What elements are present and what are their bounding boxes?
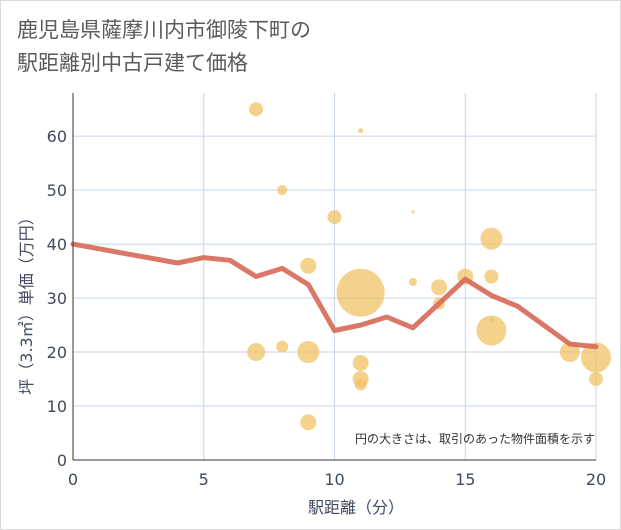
bubble-point-0: [249, 102, 264, 117]
bubble-point-23: [581, 342, 611, 373]
bubble-point-14: [408, 277, 417, 286]
average-price-line: [70, 241, 599, 350]
bubble-point-18: [480, 227, 503, 250]
bubble-point-15: [431, 279, 448, 296]
x-tick-label-20: 20: [586, 470, 606, 489]
y-tick-label-20: 20: [47, 343, 67, 362]
axes: [72, 93, 596, 461]
chart-title-line-2: 駅距離別中古戸建て価格: [17, 51, 248, 75]
grid-lines: [73, 93, 597, 460]
x-tick-label-10: 10: [324, 470, 344, 489]
bubble-series: [247, 102, 611, 431]
y-tick-label-0: 0: [57, 451, 67, 470]
y-tick-label-10: 10: [47, 397, 67, 416]
bubble-point-7: [327, 210, 342, 225]
average-line-series: [70, 241, 599, 350]
y-tick-label-30: 30: [47, 289, 67, 308]
bubble-point-4: [300, 257, 317, 274]
bubble-point-9: [336, 268, 385, 317]
chart-title: 鹿児島県薩摩川内市御陵下町の 駅距離別中古戸建て価格: [17, 14, 577, 80]
chart-title-line-1: 鹿児島県薩摩川内市御陵下町の: [17, 18, 311, 42]
y-tick-label-40: 40: [47, 235, 67, 254]
x-axis-label: 駅距離（分）: [308, 498, 404, 517]
bubble-point-8: [358, 128, 364, 134]
x-tick-label-0: 0: [68, 470, 78, 489]
tick-labels: 0 5 10 15 20 0 10 20 30 40 50 60: [47, 127, 607, 489]
y-tick-label-60: 60: [47, 127, 67, 146]
bubble-point-5: [297, 341, 320, 364]
y-axis-label: 坪（3.3㎡）単価（万円）: [17, 209, 36, 394]
bubble-point-6: [300, 414, 317, 431]
size-note: 円の大きさは、取引のあった物件面積を示す: [355, 431, 595, 446]
x-tick-label-15: 15: [455, 470, 475, 489]
x-tick-label-5: 5: [199, 470, 209, 489]
bubble-point-13: [411, 210, 415, 214]
bubble-point-21: [476, 315, 507, 346]
bubble-point-2: [277, 185, 288, 196]
bubble-point-12: [354, 378, 367, 391]
bubble-point-10: [352, 354, 369, 371]
y-tick-label-50: 50: [47, 181, 67, 200]
bubble-point-1: [247, 343, 266, 362]
bubble-point-19: [484, 269, 499, 284]
bubble-point-24: [589, 372, 603, 387]
bubble-point-3: [276, 340, 289, 353]
bubble-point-22: [559, 342, 580, 363]
